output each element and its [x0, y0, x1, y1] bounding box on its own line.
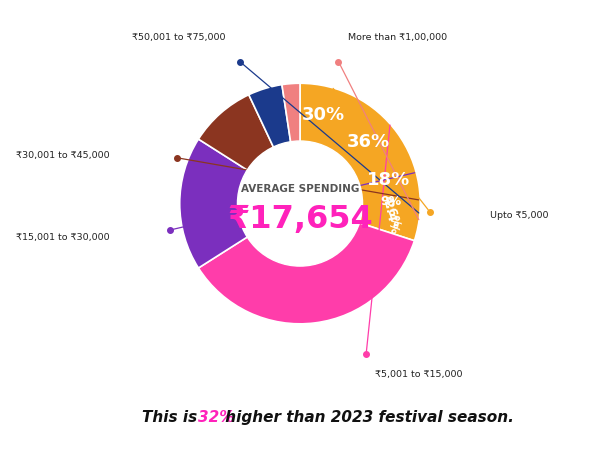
Text: higher than 2023 festival season.: higher than 2023 festival season.	[220, 410, 514, 425]
Text: ₹30,001 to ₹45,000: ₹30,001 to ₹45,000	[16, 151, 110, 160]
Text: ₹15,001 to ₹30,000: ₹15,001 to ₹30,000	[16, 233, 110, 242]
Text: 36%: 36%	[346, 133, 389, 151]
Wedge shape	[180, 139, 300, 268]
Circle shape	[238, 141, 362, 266]
Wedge shape	[282, 83, 300, 203]
Text: 30%: 30%	[302, 106, 345, 124]
Wedge shape	[249, 85, 300, 203]
Text: ₹5,001 to ₹15,000: ₹5,001 to ₹15,000	[374, 370, 462, 379]
Text: This is: This is	[143, 410, 203, 425]
Text: 2.4%: 2.4%	[380, 199, 400, 236]
Text: ₹17,654: ₹17,654	[227, 204, 373, 235]
Text: AVERAGE SPENDING: AVERAGE SPENDING	[241, 184, 359, 194]
Text: 9%: 9%	[381, 195, 402, 207]
Text: 18%: 18%	[367, 171, 410, 189]
Text: 4.6%: 4.6%	[379, 194, 403, 230]
Wedge shape	[199, 94, 300, 203]
Wedge shape	[199, 203, 415, 324]
Text: Upto ₹5,000: Upto ₹5,000	[490, 211, 548, 220]
Text: ₹50,001 to ₹75,000: ₹50,001 to ₹75,000	[132, 33, 226, 42]
Text: 32%: 32%	[199, 410, 235, 425]
Text: More than ₹1,00,000: More than ₹1,00,000	[348, 33, 447, 42]
Wedge shape	[300, 83, 420, 241]
